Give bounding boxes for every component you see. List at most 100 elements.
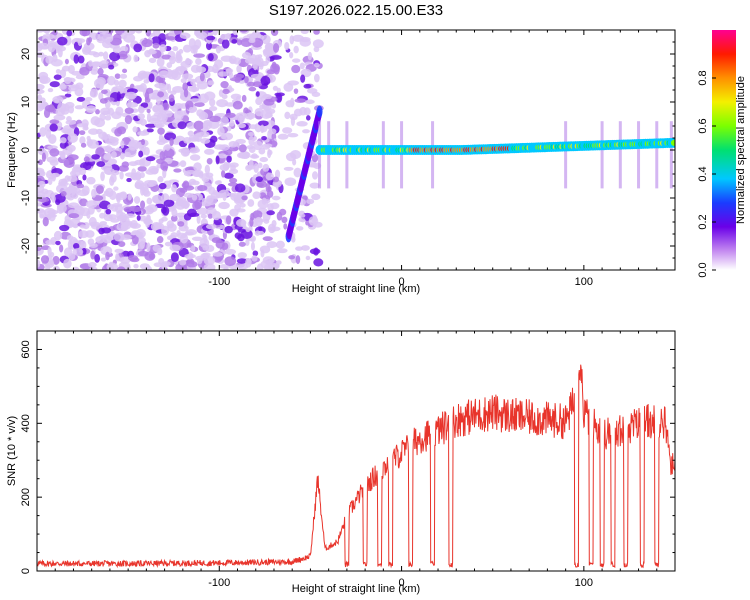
noise-blob (183, 219, 188, 229)
y-tick-label: 400 (20, 414, 32, 432)
noise-blob (86, 135, 91, 141)
noise-blob (172, 86, 184, 93)
snr-panel: -100 0 100 0 200 400 600 Height of straight li… (6, 330, 676, 595)
noise-blob (85, 105, 97, 113)
noise-blob (58, 203, 67, 213)
noise-blob (260, 75, 271, 86)
snr-series-line (37, 364, 675, 569)
colorbar-gradient (712, 30, 736, 270)
noise-blob (190, 64, 201, 73)
noise-blob (37, 30, 45, 33)
noise-blob (59, 141, 67, 149)
noise-blob (95, 236, 105, 244)
noise-blob (312, 39, 324, 49)
noise-blob (171, 208, 178, 217)
noise-blob (164, 132, 177, 141)
noise-blob (169, 244, 181, 252)
noise-blob (111, 203, 123, 208)
noise-blob (77, 38, 83, 47)
noise-blob (101, 33, 114, 43)
noise-blob (162, 168, 167, 179)
noise-blob (56, 184, 68, 194)
noise-blob (135, 228, 146, 239)
vertical-streak (669, 121, 673, 189)
noise-blob (167, 83, 172, 94)
x-tick-label: 0 (399, 577, 405, 589)
noise-blob (179, 259, 187, 266)
noise-blob (171, 69, 179, 75)
noise-blob (212, 252, 223, 257)
noise-blob (268, 226, 281, 232)
noise-blob (77, 55, 85, 64)
noise-blob (57, 48, 63, 58)
noise-blob (67, 185, 75, 194)
noise-blob (256, 182, 264, 187)
noise-blob (309, 182, 320, 189)
noise-blob (106, 262, 118, 270)
noise-blob (228, 71, 233, 79)
noise-blob (203, 263, 216, 270)
noise-blob (150, 221, 162, 232)
noise-blob (67, 195, 75, 201)
noise-blob (134, 180, 145, 190)
noise-blob (187, 130, 194, 137)
x-tick-label: 0 (399, 276, 405, 288)
noise-blob (307, 51, 313, 61)
vertical-streak (564, 121, 568, 189)
noise-blob (109, 176, 115, 186)
noise-blob (233, 115, 246, 121)
noise-blob (47, 42, 56, 53)
noise-blob (137, 250, 149, 257)
noise-blob (99, 112, 106, 122)
noise-blob (266, 69, 276, 75)
noise-blob (173, 110, 184, 121)
noise-blob (255, 97, 263, 106)
noise-blob (287, 133, 299, 138)
noise-blob (140, 200, 146, 209)
noise-blob (246, 33, 258, 38)
noise-blob (108, 214, 117, 220)
noise-blob (174, 54, 183, 64)
noise-blob (263, 94, 272, 100)
vertical-streak (637, 121, 641, 189)
y-tick-label: 20 (20, 48, 32, 60)
noise-blob (290, 116, 296, 127)
noise-blob (215, 193, 225, 199)
noise-blob (164, 241, 173, 247)
noise-blob (91, 154, 100, 160)
noise-blob (293, 108, 303, 117)
noise-blob (305, 255, 311, 261)
noise-blob (216, 180, 222, 185)
noise-blob (69, 170, 81, 177)
noise-blob (109, 190, 117, 201)
noise-blob (169, 137, 174, 147)
noise-blob (54, 98, 60, 103)
noise-blob (114, 73, 121, 79)
noise-blob (44, 104, 56, 112)
noise-blob (103, 51, 109, 61)
noise-blob (219, 144, 230, 151)
noise-blob (201, 198, 207, 205)
noise-blob (154, 82, 166, 89)
noise-blob (42, 216, 49, 227)
noise-blob (52, 30, 58, 36)
noise-blob (47, 177, 53, 185)
noise-blob (124, 107, 134, 114)
noise-blob (312, 171, 318, 180)
noise-blob (88, 262, 97, 268)
noise-blob (49, 119, 60, 125)
noise-blob (296, 121, 308, 127)
noise-blob (68, 85, 79, 92)
noise-blob (101, 136, 108, 141)
noise-blob (206, 35, 216, 41)
noise-blob (44, 30, 50, 35)
noise-blob (275, 92, 283, 103)
noise-blob (248, 159, 254, 170)
noise-blob (300, 218, 306, 223)
noise-blob (192, 170, 201, 178)
noise-blob (112, 46, 121, 54)
noise-blob (267, 203, 274, 212)
noise-blob (59, 137, 67, 144)
noise-blob (236, 64, 242, 73)
